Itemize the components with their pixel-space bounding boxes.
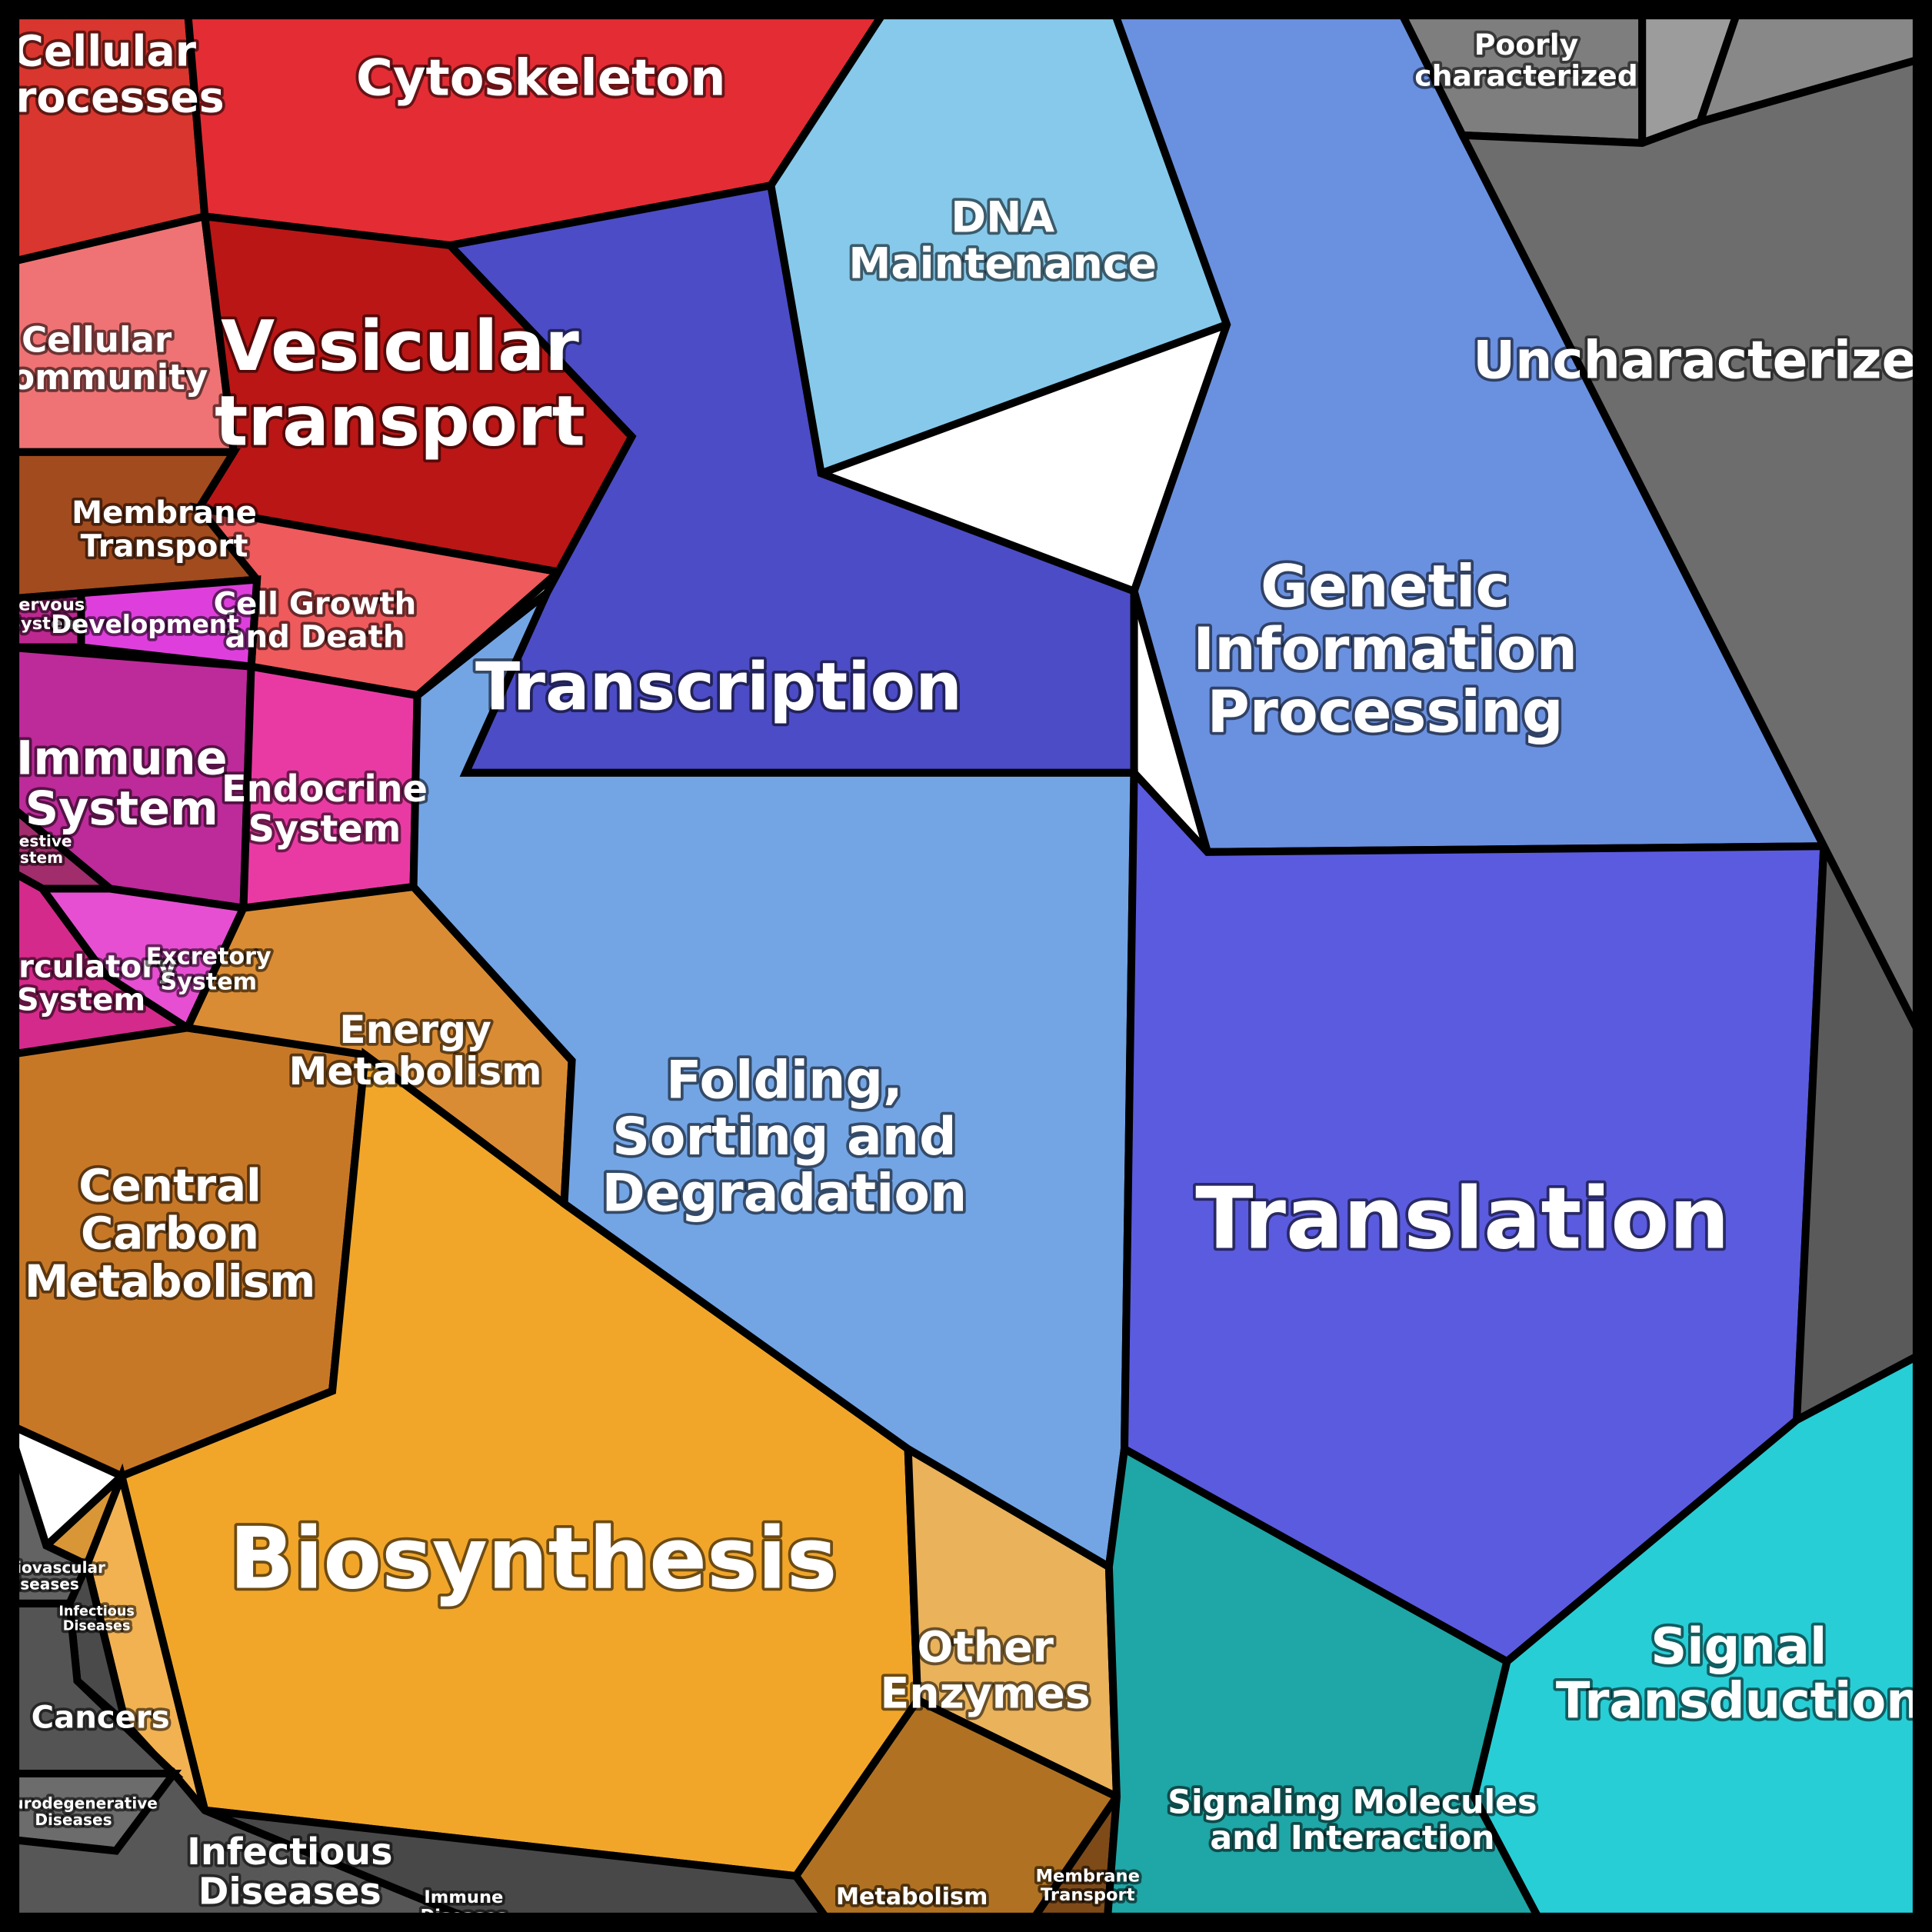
label-cellular-processes: CellularProcesses: [0, 28, 225, 123]
treemap-svg: CellularProcessesCytoskeletonCellularCom…: [0, 0, 1932, 1932]
label-misc-disease-a: InfectiousDiseases: [58, 1604, 135, 1634]
label-cell-growth-death: Cell Growthand Death: [214, 586, 417, 655]
label-endocrine-system: EndocrineSystem: [222, 768, 428, 851]
label-metabolism-small: Metabolism: [836, 1883, 988, 1910]
label-mem-transport-bottom: MembraneTransport: [1036, 1866, 1140, 1905]
label-vesicular-transport: Vesiculartransport: [215, 306, 585, 461]
label-infectious-diseases: InfectiousDiseases: [187, 1831, 392, 1914]
label-development: Development: [51, 610, 239, 639]
label-uncharacterized: Uncharacterized: [1473, 329, 1932, 390]
label-transcription: Transcription: [475, 650, 962, 726]
label-biosynthesis: Biosynthesis: [229, 1510, 837, 1609]
label-immune-system: ImmuneSystem: [16, 731, 228, 835]
label-cancers: Cancers: [32, 1700, 170, 1736]
label-cytoskeleton: Cytoskeleton: [356, 49, 726, 108]
voronoi-treemap: CellularProcessesCytoskeletonCellularCom…: [0, 0, 1932, 1932]
label-excretory-system: ExcretorySystem: [146, 943, 271, 995]
label-signaling-molecules: Signaling Moleculesand Interaction: [1168, 1783, 1537, 1857]
label-translation: Translation: [1195, 1170, 1730, 1269]
label-membrane-transport: MembraneTransport: [72, 495, 257, 564]
